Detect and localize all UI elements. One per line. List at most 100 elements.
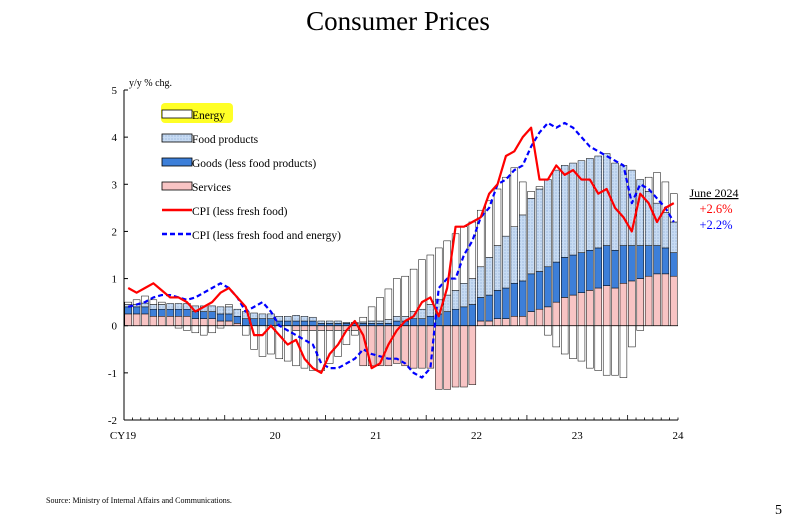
bar-energy-50	[544, 325, 552, 336]
annotation-cpi-core-core: +2.2%	[699, 218, 732, 232]
cpi-lines	[127, 121, 675, 379]
x-tick-label: 23	[572, 430, 584, 442]
bar-goods-less-food-products-48	[527, 273, 535, 312]
bar-energy-4	[158, 301, 166, 305]
bar-goods-less-food-products-38	[443, 311, 451, 326]
bar-energy-43	[485, 200, 493, 258]
bar-energy-32	[393, 278, 401, 317]
bar-food-products-41	[468, 278, 477, 305]
bar-food-products-16	[258, 313, 267, 319]
bar-food-products-57	[602, 153, 611, 246]
bar-goods-less-food-products-41	[468, 304, 477, 326]
bar-energy-7	[183, 325, 191, 331]
bar-food-products-13	[233, 308, 242, 317]
bar-goods-less-food-products-6	[174, 308, 183, 317]
bar-food-products-47	[519, 214, 527, 282]
bar-goods-less-food-products-47	[519, 280, 527, 317]
x-tick-label: CY19	[110, 430, 137, 442]
bar-goods-less-food-products-49	[535, 271, 544, 310]
bar-energy-22	[309, 330, 317, 371]
bar-energy-41	[468, 221, 477, 279]
bar-services-59	[619, 283, 628, 326]
bar-food-products-6	[174, 303, 183, 310]
bar-goods-less-food-products-44	[493, 290, 502, 319]
bar-energy-49	[535, 186, 544, 190]
latest-annotation: June 2024 +2.6% +2.2%	[690, 186, 739, 232]
bar-goods-less-food-products-56	[594, 247, 602, 289]
bar-services-8	[191, 318, 200, 326]
bar-food-products-30	[376, 320, 384, 324]
bar-services-61	[636, 278, 644, 326]
bar-food-products-65	[670, 221, 678, 253]
bar-goods-less-food-products-57	[602, 245, 611, 286]
bar-services-56	[594, 287, 602, 326]
bar-food-products-56	[594, 155, 602, 249]
bar-services-3	[149, 316, 158, 326]
bar-services-7	[183, 316, 191, 326]
bar-goods-less-food-products-43	[485, 294, 493, 322]
y-tick-label: 0	[112, 321, 118, 333]
bar-goods-less-food-products-62	[644, 245, 653, 277]
bar-services-45	[502, 318, 510, 326]
bar-food-products-48	[527, 198, 535, 275]
bar-food-products-20	[292, 315, 300, 322]
bar-services-40	[460, 325, 468, 388]
bar-services-12	[225, 320, 233, 326]
bar-energy-46	[510, 167, 519, 227]
bar-food-products-45	[502, 235, 510, 289]
bar-goods-less-food-products-14	[242, 318, 250, 326]
bar-goods-less-food-products-60	[628, 245, 636, 282]
bar-goods-less-food-products-0	[124, 306, 132, 315]
bar-goods-less-food-products-22	[309, 320, 317, 326]
bar-goods-less-food-products-46	[510, 283, 519, 317]
bar-goods-less-food-products-32	[393, 320, 401, 326]
annotation-label: June 2024	[690, 186, 739, 200]
bar-food-products-35	[418, 308, 426, 319]
bar-goods-less-food-products-63	[653, 245, 661, 275]
bar-services-6	[174, 316, 183, 326]
annotation-cpi-core: +2.6%	[699, 202, 732, 216]
bar-energy-0	[124, 301, 132, 305]
bar-services-52	[560, 297, 569, 326]
bar-energy-10	[208, 325, 216, 334]
legend: Energy Food products Goods (less food prod…	[161, 103, 341, 242]
bar-energy-64	[661, 181, 670, 213]
y-tick-label: -2	[108, 415, 117, 427]
page-number: 5	[775, 503, 782, 518]
bar-goods-less-food-products-64	[661, 247, 670, 275]
bar-energy-62	[644, 176, 653, 192]
bar-services-33	[401, 325, 409, 367]
x-tick-label: 24	[673, 430, 685, 442]
line-cpi-less-fresh-food	[127, 126, 675, 374]
bar-energy-14	[242, 325, 250, 336]
bar-services-42	[477, 320, 485, 326]
bar-energy-63	[653, 172, 661, 204]
bar-food-products-25	[334, 320, 342, 324]
bar-food-products-17	[267, 313, 275, 319]
bar-goods-less-food-products-9	[200, 311, 208, 319]
bar-services-9	[200, 318, 208, 326]
bar-services-54	[577, 292, 586, 326]
bar-services-44	[493, 318, 502, 326]
bar-food-products-50	[544, 179, 552, 268]
line-cpi-less-fresh-food-and-energy	[127, 121, 675, 379]
bar-services-51	[552, 301, 560, 326]
bar-food-products-22	[309, 316, 317, 322]
stacked-bars	[124, 153, 678, 390]
bar-goods-less-food-products-34	[409, 318, 418, 326]
bar-food-products-44	[493, 245, 502, 291]
bar-energy-18	[275, 325, 283, 359]
bar-goods-less-food-products-4	[158, 308, 166, 317]
bar-services-24	[325, 325, 334, 331]
bar-energy-3	[149, 299, 158, 305]
bar-goods-less-food-products-7	[183, 308, 191, 317]
bar-food-products-15	[250, 312, 258, 319]
bar-services-50	[544, 306, 552, 326]
bar-energy-34	[409, 268, 418, 312]
bar-energy-59	[619, 325, 628, 378]
bar-food-products-54	[577, 160, 586, 253]
y-tick-label: 3	[112, 179, 118, 191]
x-tick-label: 22	[471, 430, 482, 442]
bar-services-25	[334, 325, 342, 331]
bar-goods-less-food-products-42	[477, 297, 485, 322]
